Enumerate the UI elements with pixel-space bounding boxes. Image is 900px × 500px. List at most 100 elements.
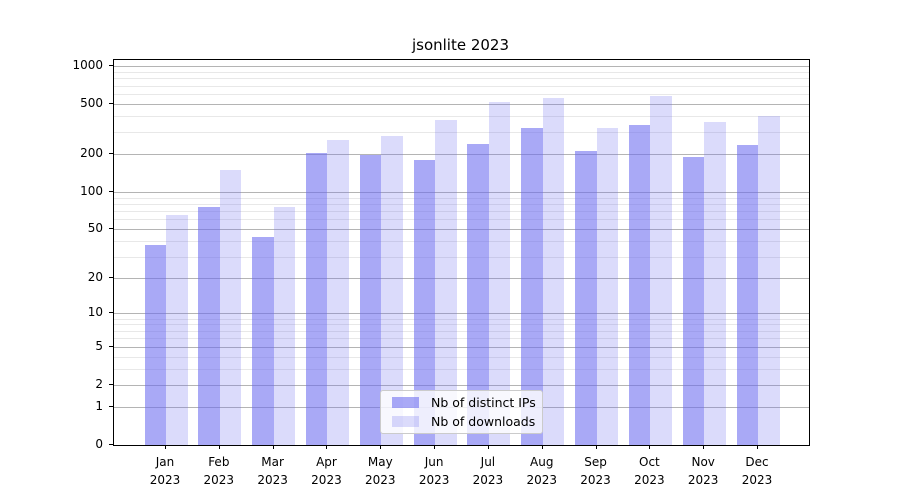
xtick-mark-apr bbox=[326, 445, 328, 449]
xtick-mark-feb bbox=[218, 445, 220, 449]
xtick-mark-may bbox=[380, 445, 382, 449]
gridline-8 bbox=[114, 324, 809, 326]
ytick-label-200: 200 bbox=[80, 146, 103, 161]
legend-swatch-downloads bbox=[392, 416, 419, 427]
bar-nb-of-distinct-ips-may bbox=[359, 154, 382, 445]
bar-nb-of-distinct-ips-oct bbox=[628, 124, 651, 445]
gridline-40 bbox=[114, 241, 809, 243]
bar-nb-of-downloads-mar bbox=[273, 207, 296, 445]
ytick-label-0: 0 bbox=[95, 437, 103, 451]
gridline-30 bbox=[114, 256, 809, 258]
xtick-label-jan: Jan 2023 bbox=[149, 455, 181, 487]
xtick-mark-jul bbox=[487, 445, 489, 449]
ytick-mark-1000 bbox=[109, 65, 113, 66]
ytick-mark-5 bbox=[109, 345, 113, 347]
gridline-3 bbox=[114, 368, 809, 370]
gridline-900 bbox=[114, 71, 809, 73]
bar-nb-of-downloads-jun bbox=[435, 119, 457, 445]
gridline-7 bbox=[114, 330, 809, 332]
bar-nb-of-distinct-ips-nov bbox=[682, 156, 705, 445]
bar-nb-of-downloads-jul bbox=[488, 101, 511, 445]
gridline-400 bbox=[114, 116, 809, 118]
xtick-mark-jan bbox=[165, 445, 166, 449]
gridline-20 bbox=[114, 277, 809, 279]
ytick-mark-20 bbox=[109, 276, 113, 278]
gridline-4 bbox=[114, 356, 809, 358]
xtick-label-jul: Jul 2023 bbox=[472, 455, 504, 487]
bar-nb-of-downloads-aug bbox=[542, 98, 565, 445]
xtick-label-oct: Oct 2023 bbox=[634, 455, 665, 487]
ytick-mark-0 bbox=[109, 444, 113, 445]
gridline-6 bbox=[114, 338, 809, 340]
bar-nb-of-distinct-ips-jan bbox=[144, 245, 166, 445]
xtick-mark-jun bbox=[434, 445, 436, 449]
gridline-10 bbox=[114, 313, 809, 315]
bar-nb-of-distinct-ips-dec bbox=[736, 144, 759, 445]
ytick-label-20: 20 bbox=[87, 269, 103, 284]
ytick-mark-10 bbox=[109, 312, 113, 314]
gridline-90 bbox=[114, 197, 809, 199]
bar-nb-of-distinct-ips-sep bbox=[575, 151, 597, 445]
ytick-mark-1 bbox=[109, 405, 113, 407]
ytick-mark-100 bbox=[109, 190, 113, 192]
gridline-700 bbox=[114, 85, 809, 87]
gridline-500 bbox=[114, 103, 809, 105]
xtick-label-dec: Dec 2023 bbox=[741, 455, 773, 487]
legend-item-downloads: Nb of downloads bbox=[387, 412, 536, 431]
xtick-label-nov: Nov 2023 bbox=[687, 455, 719, 487]
legend-label-distinct-ips: Nb of distinct IPs bbox=[431, 395, 536, 410]
xtick-label-jun: Jun 2023 bbox=[418, 455, 450, 487]
bar-nb-of-downloads-nov bbox=[704, 122, 726, 445]
xtick-mark-mar bbox=[272, 445, 274, 449]
xtick-label-mar: Mar 2023 bbox=[257, 455, 288, 487]
xtick-mark-aug bbox=[541, 445, 543, 449]
gridline-600 bbox=[114, 93, 809, 95]
ytick-mark-200 bbox=[109, 153, 113, 155]
gridline-800 bbox=[114, 78, 809, 80]
legend-item-distinct-ips: Nb of distinct IPs bbox=[387, 393, 536, 412]
bar-nb-of-distinct-ips-apr bbox=[305, 153, 328, 445]
legend-label-downloads: Nb of downloads bbox=[431, 414, 536, 429]
bar-nb-of-downloads-jan bbox=[166, 215, 188, 445]
gridline-200 bbox=[114, 154, 809, 156]
ytick-label-5: 5 bbox=[95, 338, 103, 353]
gridline-300 bbox=[114, 131, 809, 133]
bar-nb-of-downloads-oct bbox=[650, 96, 672, 445]
ytick-label-500: 500 bbox=[80, 95, 103, 110]
ytick-mark-2 bbox=[109, 383, 113, 385]
legend: Nb of distinct IPs Nb of downloads bbox=[380, 390, 543, 434]
gridline-60 bbox=[114, 219, 809, 221]
bar-nb-of-downloads-may bbox=[381, 136, 403, 445]
ytick-mark-50 bbox=[109, 228, 113, 230]
ytick-label-50: 50 bbox=[87, 221, 103, 236]
bar-nb-of-distinct-ips-aug bbox=[521, 128, 543, 445]
ytick-mark-500 bbox=[109, 102, 113, 104]
xtick-mark-nov bbox=[703, 445, 705, 449]
bar-nb-of-distinct-ips-mar bbox=[252, 237, 274, 445]
gridline-2 bbox=[114, 384, 809, 386]
bar-nb-of-downloads-sep bbox=[596, 128, 619, 445]
ytick-label-1000: 1000 bbox=[72, 58, 103, 72]
gridline-5 bbox=[114, 346, 809, 348]
xtick-mark-oct bbox=[649, 445, 651, 449]
xtick-label-feb: Feb 2023 bbox=[203, 455, 235, 487]
ytick-label-10: 10 bbox=[87, 305, 103, 320]
ytick-label-2: 2 bbox=[95, 376, 103, 391]
ytick-label-1: 1 bbox=[95, 398, 103, 413]
ytick-label-100: 100 bbox=[80, 183, 103, 198]
bar-nb-of-downloads-apr bbox=[327, 139, 349, 445]
xtick-label-may: May 2023 bbox=[364, 455, 396, 487]
gridline-50 bbox=[114, 229, 809, 231]
xtick-label-sep: Sep 2023 bbox=[580, 455, 611, 487]
legend-swatch-distinct-ips bbox=[392, 397, 419, 408]
plot-area bbox=[113, 59, 810, 446]
bar-nb-of-distinct-ips-jun bbox=[413, 159, 436, 445]
chart-title: jsonlite 2023 bbox=[411, 36, 510, 54]
gridline-9 bbox=[114, 318, 809, 320]
bar-nb-of-distinct-ips-feb bbox=[198, 207, 220, 445]
bar-nb-of-distinct-ips-jul bbox=[467, 143, 489, 445]
gridline-70 bbox=[114, 211, 809, 213]
xtick-label-apr: Apr 2023 bbox=[311, 455, 342, 487]
gridline-80 bbox=[114, 203, 809, 205]
